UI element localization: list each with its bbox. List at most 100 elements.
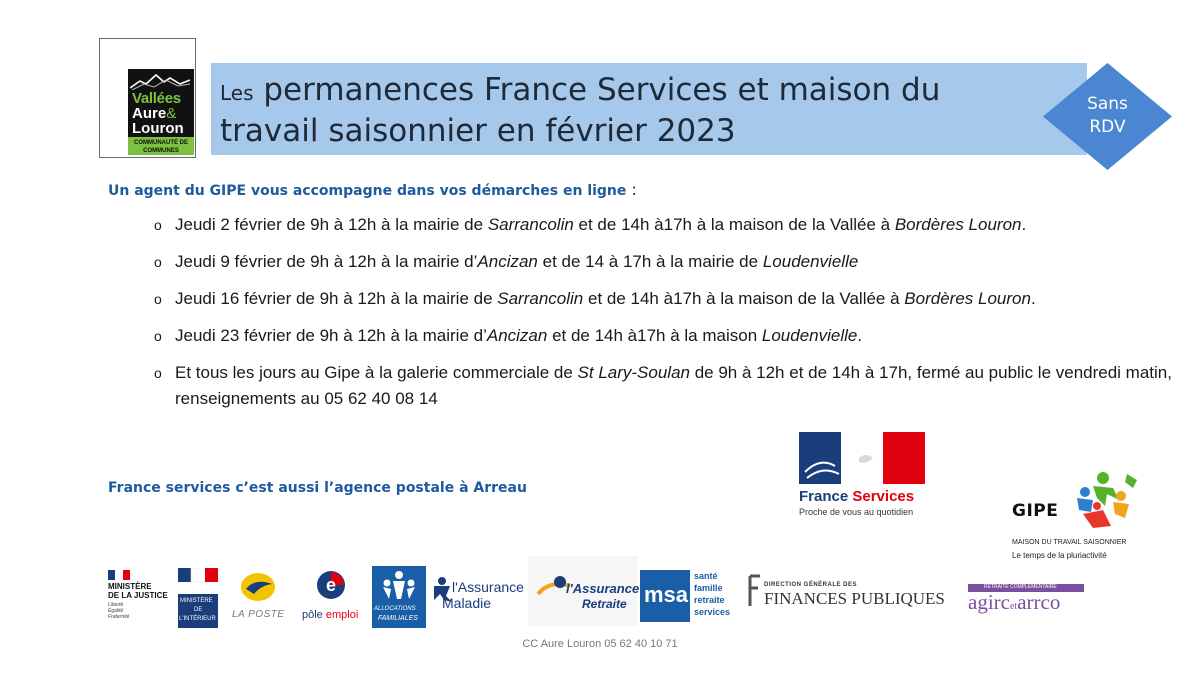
dgfip-l1: DIRECTION GÉNÉRALE DES: [764, 582, 858, 588]
item-text: Jeudi 2 février de 9h à 12h à la mairie …: [175, 215, 488, 234]
item-text: .: [857, 326, 863, 345]
la-poste-bird-icon: [241, 573, 275, 601]
interieur-l3: L'INTÉRIEUR: [179, 616, 216, 622]
logo-ampersand: &: [166, 105, 177, 122]
intro-colon: :: [626, 180, 637, 199]
dgfip-f-icon: [748, 574, 760, 606]
marianne-flag-icon: [799, 432, 925, 484]
item-place: Loudenvielle: [761, 326, 858, 345]
justice-l4: Égalité: [108, 608, 124, 614]
dgfip-logo: DIRECTION GÉNÉRALE DES FINANCES PUBLIQUE…: [748, 574, 960, 614]
badge-line-2: RDV: [1089, 117, 1126, 137]
list-item: o Jeudi 16 février de 9h à 12h à la mair…: [154, 286, 1184, 312]
retraite-l2: Retraite: [582, 597, 627, 611]
gipe-tagline: Le temps de la pluriactivité: [1012, 551, 1107, 560]
justice-l1: MINISTÈRE: [108, 582, 152, 591]
agirc-c: arrco: [1017, 590, 1061, 614]
intro-text: Un agent du GIPE vous accompagne dans vo…: [108, 183, 627, 199]
mountain-icon: [130, 73, 190, 90]
msa-text: msa: [644, 582, 689, 607]
badge-line-1: Sans: [1087, 94, 1128, 114]
caf-figures-icon: [383, 571, 415, 599]
tricolor-flag-icon: [178, 568, 218, 590]
gipe-word: GIPE: [1012, 501, 1059, 521]
title-prefix: Les: [220, 81, 254, 105]
item-text: Et tous les jours au Gipe à la galerie c…: [175, 363, 578, 382]
retraite-l1: l'Assurance: [566, 581, 640, 596]
item-text: et de 14h à17h à la maison de la Vallée …: [583, 289, 905, 308]
maladie-l1: l'Assurance: [452, 579, 524, 595]
page-title: Les permanences France Services et maiso…: [220, 71, 1060, 150]
logo-block: Vallées Aure& Louron COMMUNAUTÉ DE COMMU…: [128, 69, 194, 155]
justice-l2: DE LA JUSTICE: [108, 591, 168, 600]
assurance-retraite-logo: l'Assurance Retraite: [528, 556, 640, 626]
item-place: St Lary-Soulan: [577, 363, 690, 382]
badge-text: Sans RDV: [1043, 93, 1172, 139]
sans-rdv-badge: Sans RDV: [1043, 63, 1172, 170]
item-text: .: [1030, 289, 1036, 308]
bullet-icon: o: [154, 365, 162, 381]
logo-aure-text: Aure: [132, 105, 167, 122]
svg-text:e: e: [326, 575, 336, 595]
justice-l5: Fraternité: [108, 614, 130, 620]
pole-emploi-logo: e pôle emploi: [300, 570, 366, 626]
list-item: o Jeudi 9 février de 9h à 12h à la mairi…: [154, 249, 1184, 275]
bullet-icon: o: [154, 328, 162, 344]
msa-block: msa: [640, 570, 690, 622]
ministere-interieur-logo: MINISTÈRE DE L'INTÉRIEUR: [178, 568, 220, 630]
interieur-l1: MINISTÈRE: [180, 598, 213, 604]
msa-l4: services: [694, 607, 731, 617]
title-line-2: travail saisonnier en février 2023: [220, 113, 736, 149]
item-text: Jeudi 16 février de 9h à 12h à la mairie…: [175, 289, 498, 308]
france-services-tagline: Proche de vous au quotidien: [799, 507, 914, 517]
assurance-retraite-sun-icon: [536, 576, 571, 596]
logo-band: COMMUNAUTÉ DE COMMUNES: [128, 137, 194, 155]
assurance-maladie-logo: l'Assurance Maladie: [430, 572, 526, 622]
tricolor-flag-icon: [108, 570, 130, 580]
dgfip-l2: FINANCES PUBLIQUES: [764, 589, 945, 608]
item-text: .: [1021, 215, 1027, 234]
agirc-band: RETRAITE COMPLÉMENTAIRE: [968, 584, 1084, 592]
postal-agency-note: France services c’est aussi l’agence pos…: [108, 480, 527, 496]
people-figures-icon: [1077, 472, 1137, 528]
pole-text: pôle: [302, 609, 323, 621]
logo-line-aure: Aure&: [132, 106, 176, 121]
emploi-text: emploi: [322, 609, 359, 621]
item-place: Ancizan: [486, 326, 548, 345]
item-text: de 9h à 12h et de 14h à 17h, fermé au pu…: [175, 363, 1172, 408]
item-place: Ancizan: [477, 252, 538, 271]
msa-l3: retraite: [694, 595, 725, 605]
item-text: et de 14 à 17h à la mairie de: [537, 252, 763, 271]
bullet-icon: o: [154, 217, 162, 233]
title-banner: Les permanences France Services et maiso…: [211, 63, 1087, 155]
interieur-l2: DE: [194, 607, 203, 613]
list-item: o Et tous les jours au Gipe à la galerie…: [154, 360, 1184, 412]
msa-logo: msa santé famille retraite services: [640, 570, 744, 626]
justice-l3: Liberté: [108, 602, 124, 608]
logo-line-louron: Louron: [132, 120, 184, 137]
france-services-logo: France Services Proche de vous au quotid…: [789, 424, 931, 528]
maladie-l2: Maladie: [442, 595, 492, 611]
item-place: Sarrancolin: [497, 289, 584, 308]
item-place: Loudenvielle: [762, 252, 859, 271]
item-place: Sarrancolin: [487, 215, 574, 234]
diamond-shape: [1043, 63, 1172, 170]
item-text: et de 14h à17h à la maison de la Vallée …: [573, 215, 895, 234]
la-poste-text: LA POSTE: [232, 609, 285, 620]
bullet-icon: o: [154, 254, 162, 270]
bullet-icon: o: [154, 291, 162, 307]
la-poste-logo: LA POSTE: [228, 572, 292, 624]
vallees-aure-louron-logo: Vallées Aure& Louron COMMUNAUTÉ DE COMMU…: [99, 38, 196, 158]
pole-emploi-e-icon: e: [317, 571, 345, 599]
agirc-a: agirc: [968, 590, 1010, 614]
caf-l2: FAMILIALES: [378, 615, 418, 622]
agirc-b: et: [1009, 601, 1018, 612]
caf-logo: ALLOCATIONS FAMILIALES: [372, 566, 426, 628]
title-line-1: permanences France Services et maison du: [253, 72, 941, 108]
gipe-logo: GIPE MAISON DU TRAVAIL SAISONNIER Le tem…: [1003, 470, 1143, 566]
france-services-title: France Services: [799, 488, 914, 505]
list-item: o Jeudi 23 février de 9h à 12h à la mair…: [154, 323, 1184, 349]
gipe-subtitle: MAISON DU TRAVAIL SAISONNIER: [1012, 539, 1127, 546]
fs-brand-b: Services: [848, 488, 915, 505]
list-item: o Jeudi 2 février de 9h à 12h à la mairi…: [154, 212, 1184, 238]
